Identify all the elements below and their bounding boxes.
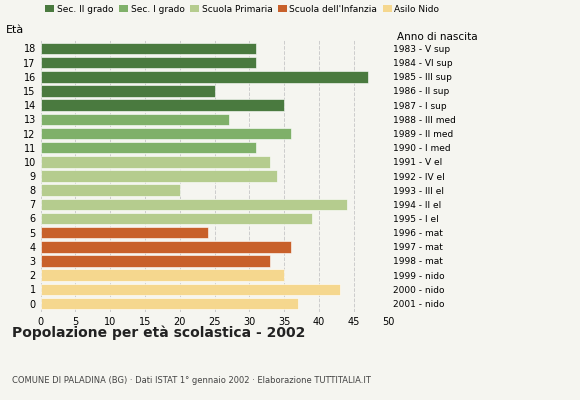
Text: COMUNE DI PALADINA (BG) · Dati ISTAT 1° gennaio 2002 · Elaborazione TUTTITALIA.I: COMUNE DI PALADINA (BG) · Dati ISTAT 1° … — [12, 376, 371, 385]
Bar — [41, 71, 368, 83]
Text: Età: Età — [6, 24, 24, 34]
Bar — [41, 156, 270, 168]
Bar — [41, 213, 312, 224]
Text: Popolazione per età scolastica - 2002: Popolazione per età scolastica - 2002 — [12, 326, 305, 340]
Bar — [41, 43, 256, 54]
Bar — [41, 227, 208, 238]
Bar — [41, 85, 215, 97]
Bar — [41, 170, 277, 182]
Legend: Sec. II grado, Sec. I grado, Scuola Primaria, Scuola dell'Infanzia, Asilo Nido: Sec. II grado, Sec. I grado, Scuola Prim… — [45, 4, 440, 14]
Text: Anno di nascita: Anno di nascita — [397, 32, 478, 42]
Bar — [41, 99, 284, 111]
Bar — [41, 284, 340, 295]
Bar — [41, 114, 229, 125]
Bar — [41, 57, 256, 68]
Bar — [41, 198, 347, 210]
Bar — [41, 184, 180, 196]
Bar — [41, 255, 270, 267]
Bar — [41, 142, 256, 154]
Bar — [41, 298, 298, 309]
Bar — [41, 128, 291, 139]
Bar — [41, 269, 284, 281]
Bar — [41, 241, 291, 253]
